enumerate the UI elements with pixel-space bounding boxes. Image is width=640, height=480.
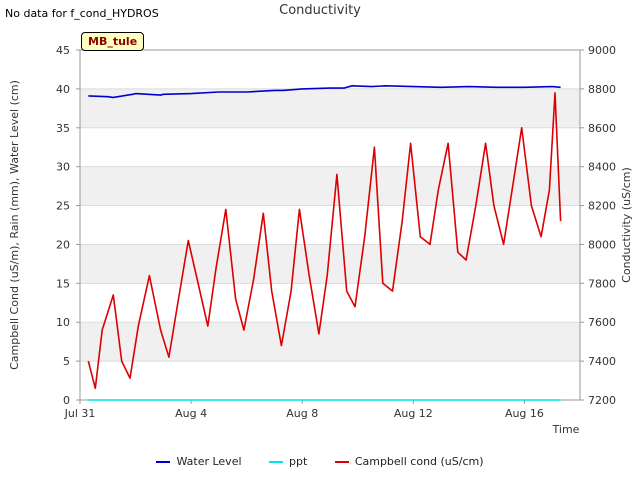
y-tick-label: 0 (63, 394, 70, 407)
y-tick-label: 25 (56, 200, 70, 213)
chart-legend: Water Level ppt Campbell cond (uS/cm) (0, 454, 640, 468)
y-tick-label: 30 (56, 161, 70, 174)
legend-item-campbell-cond: Campbell cond (uS/cm) (334, 454, 484, 468)
x-axis-label: Time (552, 423, 580, 436)
plot-band (80, 322, 580, 362)
y-tick-label: 40 (56, 83, 70, 96)
x-tick-label: Aug 16 (505, 407, 544, 420)
y2-axis-label: Conductivity (uS/cm) (620, 167, 633, 283)
y-tick-label: 5 (63, 355, 70, 368)
x-tick-label: Aug 8 (286, 407, 318, 420)
chart-title: Conductivity (279, 3, 361, 18)
y2-tick-label: 7800 (588, 277, 616, 290)
y2-tick-label: 8400 (588, 161, 616, 174)
y2-tick-label: 8600 (588, 122, 616, 135)
legend-label-campbell-cond: Campbell cond (uS/cm) (354, 454, 484, 468)
y-axis-label: Campbell Cond (uS/m), Rain (mm), Water L… (8, 80, 21, 370)
y2-tick-label: 9000 (588, 44, 616, 57)
y-tick-label: 20 (56, 238, 70, 251)
y2-tick-label: 7200 (588, 394, 616, 407)
legend-item-ppt: ppt (269, 455, 307, 468)
y-tick-label: 10 (56, 316, 70, 329)
x-tick-label: Jul 31 (64, 407, 96, 420)
water-level-line (88, 85, 561, 99)
legend-swatch-campbell-cond (334, 460, 349, 463)
y2-tick-label: 8800 (588, 83, 616, 96)
no-data-notice: No data for f_cond_HYDROS (5, 7, 159, 20)
campbell-cond-line (87, 92, 562, 390)
site-badge: MB_tule (81, 32, 145, 51)
x-tick-label: Aug 12 (394, 407, 433, 420)
y-tick-label: 15 (56, 277, 70, 290)
plot-band (80, 166, 580, 206)
x-tick-label: Aug 4 (175, 407, 207, 420)
legend-label-ppt: ppt (289, 454, 308, 468)
plot-band (80, 88, 580, 128)
y2-tick-label: 8200 (588, 200, 616, 213)
y2-tick-label: 7600 (588, 316, 616, 329)
y2-tick-label: 7400 (588, 355, 616, 368)
y-tick-label: 35 (56, 122, 70, 135)
legend-swatch-ppt (269, 460, 284, 463)
legend-swatch-water-level (156, 460, 171, 463)
legend-item-water-level: Water Level (156, 454, 242, 468)
y-tick-label: 45 (56, 44, 70, 57)
y2-tick-label: 8000 (588, 238, 616, 251)
legend-label-water-level: Water Level (176, 454, 242, 468)
